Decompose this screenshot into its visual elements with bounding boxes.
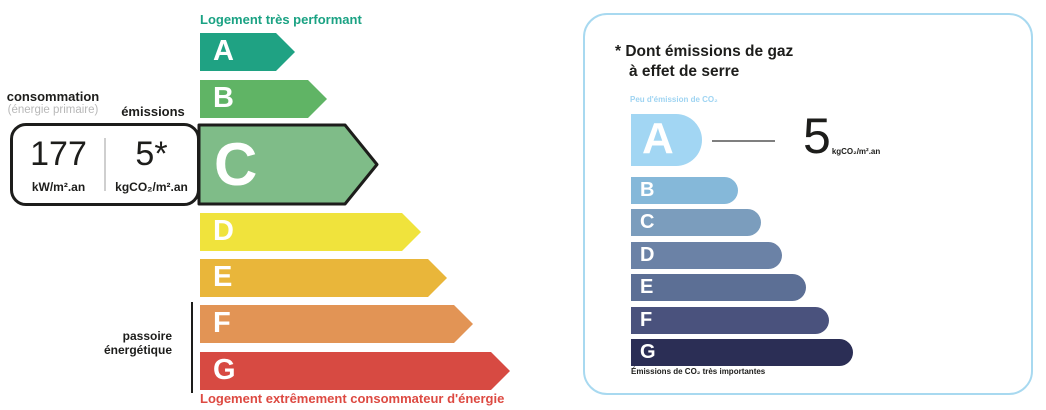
energy-bottom-label: Logement extrêmement consommateur d'éner… <box>200 391 505 406</box>
energy-class-arrow-g: G <box>200 352 510 390</box>
ges-value-unit: kgCO₂/m².an <box>831 146 881 156</box>
ges-value: 5 <box>803 108 831 164</box>
energy-class-arrow-d: D <box>200 213 421 251</box>
ges-class-bar-a: A <box>631 114 702 166</box>
emissions-value-column: 5* kgCO₂/m².an <box>106 126 197 203</box>
emissions-label: émissions <box>121 104 185 119</box>
ges-class-letter-e: E <box>640 276 654 298</box>
consumption-label: consommation <box>6 89 100 104</box>
ges-class-letter-d: D <box>640 244 655 266</box>
ges-note-line1: * Dont émissions de gaz <box>615 43 794 60</box>
ges-class-bar-b: B <box>631 177 738 204</box>
energy-sieve-label-line1: passoire <box>122 329 172 343</box>
energy-sieve-label: passoire énergétique <box>90 329 172 358</box>
energy-selected-class-letter: C <box>214 131 258 198</box>
ges-panel: * Dont émissions de gaz à effet de serre… <box>583 13 1033 395</box>
value-box-divider <box>104 138 106 191</box>
energy-sieve-bracket-line <box>191 302 193 393</box>
consumption-value-column: 177 kW/m².an <box>13 126 104 203</box>
ges-class-letter-g: G <box>640 341 656 363</box>
energy-class-arrow-e: E <box>200 259 447 297</box>
dpe-value-box: 177 kW/m².an 5* kgCO₂/m².an <box>10 123 200 206</box>
ges-class-bar-d: D <box>631 242 782 269</box>
ges-note-line2: à effet de serre <box>629 63 740 81</box>
energy-class-letter-a: A <box>213 35 234 67</box>
emissions-value: 5* <box>135 135 168 173</box>
energy-top-label: Logement très performant <box>200 12 362 27</box>
energy-class-letter-e: E <box>213 261 233 293</box>
ges-class-letter-b: B <box>640 179 655 201</box>
energy-class-letter-f: F <box>213 307 231 339</box>
emissions-unit: kgCO₂/m².an <box>115 180 188 194</box>
ges-class-bar-e: E <box>631 274 806 301</box>
energy-class-letter-d: D <box>213 215 234 247</box>
ges-class-bar-g: G <box>631 339 853 366</box>
ges-scale-top-label: Peu d'émission de CO₂ <box>630 95 718 104</box>
ges-class-bar-f: F <box>631 307 829 334</box>
ges-value-connector-line <box>712 140 775 142</box>
ges-value-group: 5 kgCO₂/m².an <box>803 108 881 164</box>
ges-class-bar-c: C <box>631 209 761 236</box>
energy-class-letter-g: G <box>213 354 236 386</box>
consumption-unit: kW/m².an <box>31 180 86 194</box>
energy-class-letter-b: B <box>213 82 234 114</box>
energy-class-arrow-b: B <box>200 80 327 118</box>
ges-note: * Dont émissions de gaz à effet de serre <box>615 42 793 82</box>
consumption-sublabel: (énergie primaire) <box>7 103 99 116</box>
consumption-label-block: consommation (énergie primaire) <box>0 90 106 116</box>
ges-class-letter-f: F <box>640 309 653 331</box>
energy-sieve-label-line2: énergétique <box>103 343 172 358</box>
ges-class-letter-c: C <box>640 211 655 233</box>
energy-class-arrow-a: A <box>200 33 295 71</box>
ges-class-letter-a: A <box>642 114 674 163</box>
energy-class-arrow-f: F <box>200 305 473 343</box>
ges-scale-bottom-label: Émissions de CO₂ très importantes <box>631 367 766 376</box>
consumption-value: 177 <box>30 135 87 173</box>
